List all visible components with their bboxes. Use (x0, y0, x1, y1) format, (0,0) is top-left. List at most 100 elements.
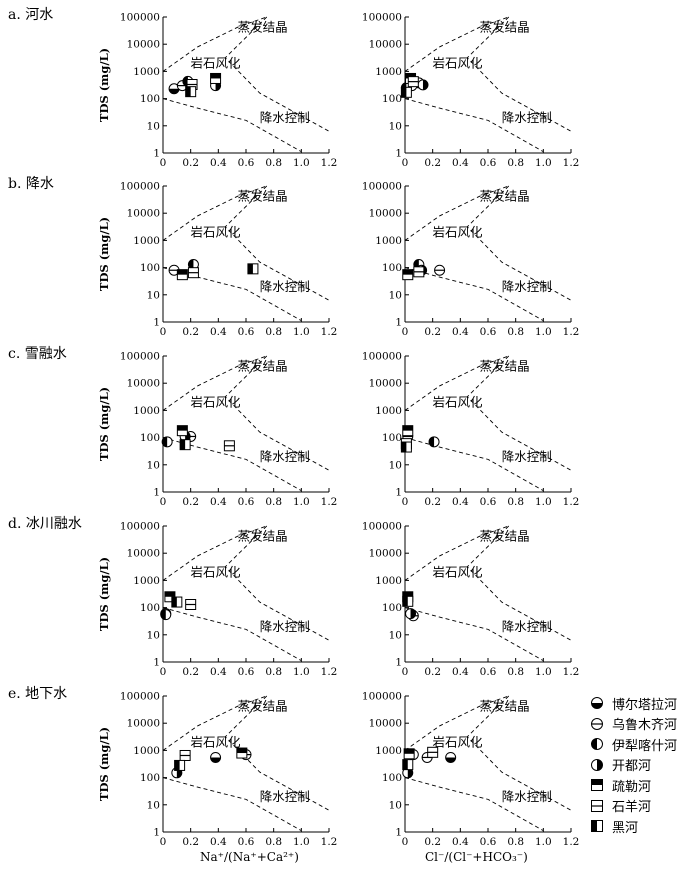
region-label-evaporation: 蒸发结晶 (480, 188, 530, 203)
data-point (400, 86, 412, 98)
x-tick-label: 1.2 (563, 836, 580, 848)
x-tick-label: 0.6 (480, 496, 497, 508)
plot-0-0: 1 10 100 1000 10000 100000 0 0.2 0.4 0.6 0.8 1.0 1.2… (97, 12, 337, 170)
x-tick-label: 0.4 (452, 496, 469, 508)
x-tick-label: 0 (402, 666, 409, 678)
plot-3-0: 1 10 100 1000 10000 100000 0 0.2 0.4 0.6 0.8 1.0 1.2… (97, 521, 337, 679)
gibbs-boundary (404, 355, 509, 411)
y-tick-label: 100 (140, 602, 160, 614)
region-label-precipitation: 降水控制 (502, 619, 552, 634)
x-tick-label: 0.8 (507, 157, 524, 169)
y-axis-title: TDS (mg/L) (97, 727, 111, 801)
y-tick-label: 100 (140, 772, 160, 784)
x-tick-label: 0.8 (265, 836, 282, 848)
x-tick-label: 0.4 (210, 326, 227, 338)
data-point (402, 759, 414, 771)
region-label-evaporation: 蒸发结晶 (238, 19, 288, 34)
y-tick-label: 10 (147, 459, 160, 471)
data-point (210, 751, 222, 763)
data-point (445, 751, 457, 763)
plot-4-1: 1 10 100 1000 10000 100000 0 0.2 0.4 0.6 0.8 1.0 1.2… (362, 691, 579, 849)
legend-marker (591, 758, 603, 771)
data-point (160, 609, 172, 621)
y-tick-label: 100 (140, 93, 160, 105)
y-tick-label: 1000 (133, 66, 160, 78)
y-tick-label: 100 (382, 262, 402, 274)
panel-label-c: c. 雪融水 (8, 346, 67, 362)
x-tick-label: 1.0 (293, 157, 310, 169)
region-label-precipitation: 降水控制 (260, 110, 310, 125)
legend-item: 伊犁喀什河 (590, 734, 677, 755)
x-tick-label: 1.2 (563, 326, 580, 338)
x-tick-label: 0.8 (265, 666, 282, 678)
y-tick-label: 1 (153, 827, 160, 839)
gibbs-boundary (224, 525, 330, 641)
y-tick-label: 100000 (362, 181, 402, 193)
y-tick-label: 1 (395, 827, 402, 839)
data-point (428, 436, 440, 448)
legend-item: 黑河 (590, 816, 677, 837)
y-tick-label: 10 (389, 629, 402, 641)
region-label-evaporation: 蒸发结晶 (238, 188, 288, 203)
y-tick-label: 1 (395, 148, 402, 160)
x-tick-label: 0.2 (182, 666, 199, 678)
x-tick-label: 0.6 (238, 496, 255, 508)
gibbs-boundary (224, 355, 330, 471)
gibbs-boundary (162, 525, 267, 581)
region-label-weathering: 岩石风化 (191, 394, 242, 409)
y-tick-label: 10000 (127, 378, 160, 390)
x-tick-label: 1.2 (563, 157, 580, 169)
data-point (434, 264, 446, 276)
x-tick-label: 1.2 (563, 496, 580, 508)
data-point (402, 595, 414, 607)
y-tick-label: 10000 (369, 718, 402, 730)
y-tick-label: 100 (382, 93, 402, 105)
x-tick-label: 1.2 (321, 666, 338, 678)
y-tick-label: 1 (395, 317, 402, 329)
x-tick-label: 1.0 (535, 666, 552, 678)
legend-label: 伊犁喀什河 (612, 738, 678, 754)
gibbs-boundary (466, 525, 572, 641)
y-tick-label: 1 (153, 148, 160, 160)
gibbs-boundary (162, 777, 302, 832)
x-tick-label: 1.0 (293, 326, 310, 338)
plot-0-1: 1 10 100 1000 10000 100000 0 0.2 0.4 0.6 0.8 1.0 1.2… (362, 12, 579, 170)
y-tick-label: 1000 (375, 405, 402, 417)
y-tick-label: 1000 (133, 405, 160, 417)
y-tick-label: 100 (382, 772, 402, 784)
y-axis-title: TDS (mg/L) (97, 217, 111, 291)
y-tick-label: 10000 (127, 718, 160, 730)
region-label-precipitation: 降水控制 (260, 619, 310, 634)
legend-label: 开都河 (612, 759, 652, 775)
region-label-evaporation: 蒸发结晶 (480, 528, 530, 543)
x-tick-label: 0 (160, 157, 167, 169)
x-tick-label: 0.6 (238, 326, 255, 338)
y-tick-label: 1 (395, 487, 402, 499)
y-tick-label: 100 (140, 432, 160, 444)
x-tick-label: 0 (402, 836, 409, 848)
data-point (407, 76, 419, 88)
x-tick-label: 0.8 (507, 326, 524, 338)
data-point (185, 599, 197, 611)
gibbs-boundary (404, 695, 509, 751)
x-tick-label: 1.0 (535, 157, 552, 169)
y-tick-label: 10 (147, 120, 160, 132)
gibbs-boundary (162, 185, 267, 241)
y-tick-label: 100000 (120, 691, 160, 703)
data-point (185, 86, 197, 98)
y-tick-label: 100000 (362, 12, 402, 24)
x-tick-label: 1.2 (321, 496, 338, 508)
y-tick-label: 100000 (362, 691, 402, 703)
data-point (179, 439, 191, 451)
x-axis-label-left: Na⁺/(Na⁺+Ca²⁺) (200, 850, 299, 864)
gibbs-boundary (224, 695, 330, 811)
x-tick-label: 1.2 (321, 836, 338, 848)
region-label-weathering: 岩石风化 (433, 224, 484, 239)
panel-label-d: d. 冰川融水 (8, 516, 82, 532)
x-tick-label: 0.2 (424, 326, 441, 338)
plot-2-0: 1 10 100 1000 10000 100000 0 0.2 0.4 0.6 0.8 1.0 1.2… (97, 351, 337, 509)
data-point (400, 441, 412, 453)
legend-item: 博尔塔拉河 (590, 693, 677, 714)
x-tick-label: 0.6 (480, 666, 497, 678)
x-tick-label: 0.6 (238, 666, 255, 678)
